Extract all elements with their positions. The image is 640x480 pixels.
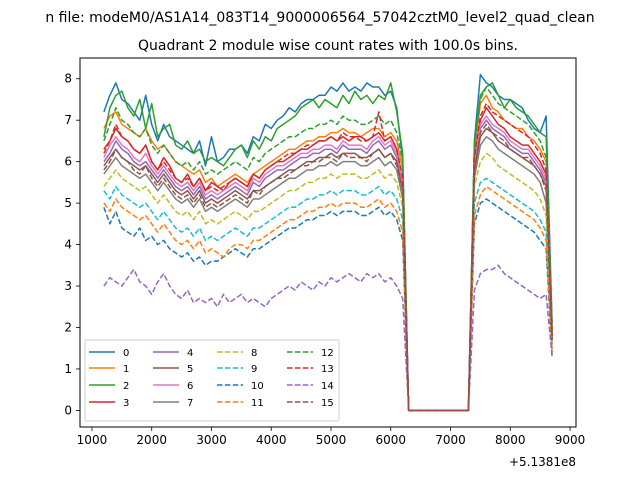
legend-label-0: 0: [123, 348, 129, 359]
x-tick-label: 1000: [77, 433, 108, 447]
series-line-11: [103, 185, 553, 412]
y-tick-label: 6: [64, 155, 72, 169]
series-lines: [103, 73, 553, 412]
series-line-9: [103, 177, 553, 412]
series-line-8: [103, 152, 553, 412]
series-line-6: [103, 115, 553, 412]
y-tick-label: 0: [64, 403, 72, 417]
series-line-1: [103, 94, 553, 412]
x-axis-offset-label: +5.1381e8: [509, 455, 576, 469]
y-tick-label: 3: [64, 279, 72, 293]
series-line-14: [103, 264, 553, 412]
legend-label-9: 9: [251, 364, 257, 375]
x-tick-label: 4000: [256, 433, 287, 447]
plot-area: 1000 2000 3000 4000 5000 6000 7000 8000 9000 012…: [64, 57, 586, 469]
legend-label-4: 4: [187, 348, 193, 359]
legend-label-2: 2: [123, 381, 129, 392]
legend-label-5: 5: [187, 364, 193, 375]
series-line-3: [103, 107, 553, 412]
series-line-7: [103, 136, 553, 412]
x-tick-label: 3000: [196, 433, 227, 447]
y-tick-label: 8: [64, 72, 72, 86]
x-tick-label: 2000: [136, 433, 167, 447]
legend-label-15: 15: [321, 398, 334, 409]
legend-label-11: 11: [251, 398, 264, 409]
legend-label-6: 6: [187, 381, 193, 392]
legend-label-3: 3: [123, 398, 129, 409]
x-tick-label: 5000: [316, 433, 347, 447]
y-tick-label: 7: [64, 113, 72, 127]
series-line-12: [103, 86, 553, 412]
series-line-10: [103, 198, 553, 412]
legend-label-10: 10: [251, 381, 264, 392]
y-tick-label: 5: [64, 196, 72, 210]
series-line-15: [103, 123, 553, 412]
legend-label-7: 7: [187, 398, 193, 409]
legend-label-13: 13: [321, 364, 334, 375]
x-tick-label: 7000: [435, 433, 466, 447]
x-axis-ticks: 1000 2000 3000 4000 5000 6000 7000 8000 9000: [77, 427, 586, 447]
chart-title: Quadrant 2 module wise count rates with …: [138, 38, 518, 54]
legend-label-8: 8: [251, 348, 257, 359]
y-tick-label: 2: [64, 320, 72, 334]
x-tick-label: 9000: [555, 433, 586, 447]
legend-label-12: 12: [321, 348, 334, 359]
figure-suptitle: n file: modeM0/AS1A14_083T14_9000006564_…: [45, 10, 594, 26]
series-line-5: [103, 127, 553, 412]
axes-frame: [79, 57, 577, 428]
y-tick-label: 4: [64, 238, 72, 252]
legend-label-14: 14: [321, 381, 334, 392]
series-line-4: [103, 119, 553, 412]
series-line-0: [103, 73, 553, 412]
legend-label-1: 1: [123, 364, 129, 375]
y-axis-ticks: 0 1 2 3 4 5 6 7 8: [64, 72, 80, 417]
series-line-13: [103, 102, 553, 412]
x-tick-label: 8000: [495, 433, 526, 447]
y-tick-label: 1: [64, 362, 72, 376]
x-tick-label: 6000: [375, 433, 406, 447]
legend-box: [84, 339, 340, 422]
